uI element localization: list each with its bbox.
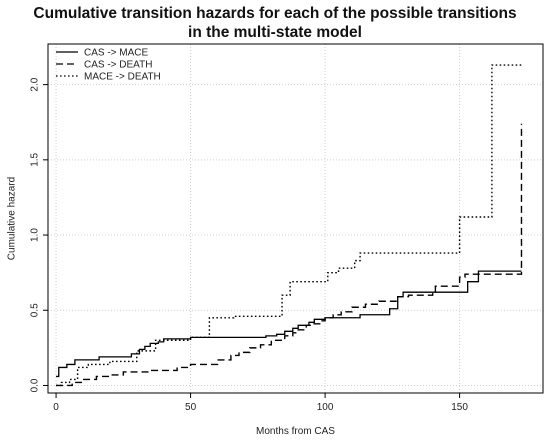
x-axis-label: Months from CAS [256,426,335,437]
series-line [56,270,522,378]
x-tick-label: 150 [451,402,468,413]
chart-title-line-2: in the multi-state model [188,24,362,41]
legend-label: MACE -> DEATH [84,72,161,83]
y-tick-label: 1.5 [30,152,41,166]
series-line [56,64,522,387]
y-tick-label: 0.5 [30,303,41,317]
x-tick-label: 0 [53,402,59,413]
y-tick-label: 2.0 [30,77,41,91]
series-line [56,123,523,387]
chart-title-line-1: Cumulative transition hazards for each o… [33,5,517,22]
y-tick-label: 1.0 [30,228,41,242]
x-tick-label: 50 [185,402,197,413]
axis-layer: 0 50 100 150 0.0 0.5 1.0 1.5 2.0 [30,77,469,413]
y-tick-label: 0.0 [30,378,41,392]
plot-frame [47,43,544,394]
grid-layer [48,44,543,393]
y-axis-label: Cumulative hazard [7,177,18,260]
legend-label: CAS -> DEATH [84,60,152,71]
x-tick-label: 100 [317,402,334,413]
legend-label: CAS -> MACE [84,48,149,59]
chart-title: Cumulative transition hazards for each o… [0,4,550,42]
series-layer [56,64,523,387]
